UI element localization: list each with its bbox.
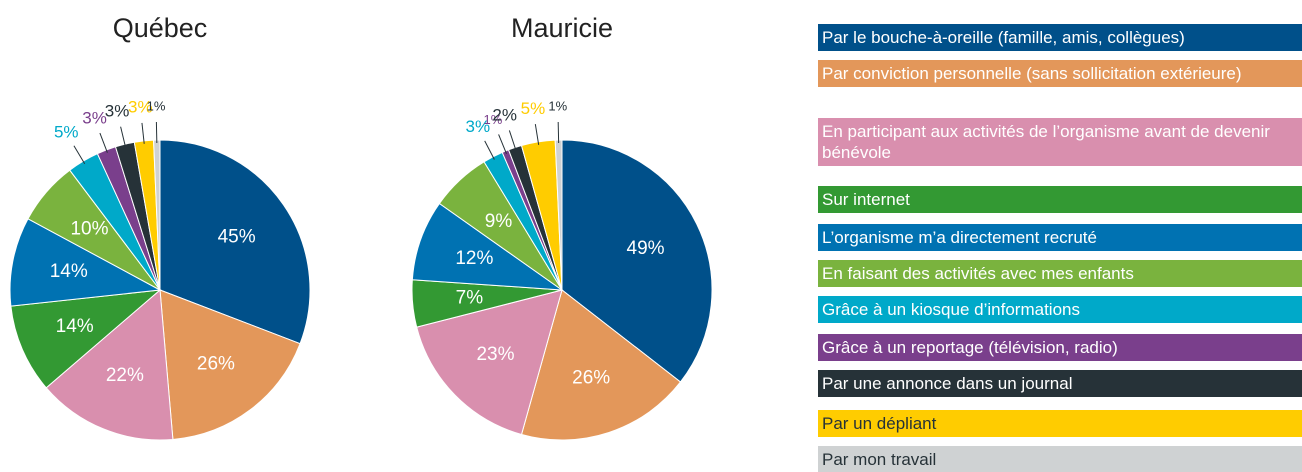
slice-label: 1% — [548, 98, 567, 113]
pie-title: Québec — [113, 13, 208, 43]
leader-line — [534, 124, 540, 145]
slice-label: 49% — [627, 238, 665, 259]
legend-entry: Par un dépliant — [818, 410, 1302, 437]
legend-entry: Par une annonce dans un journal — [818, 370, 1302, 397]
pie-title: Mauricie — [511, 13, 613, 43]
slice-label: 26% — [197, 353, 235, 374]
pie-slice — [561, 139, 713, 383]
slice-label: 2% — [492, 106, 517, 125]
slice-label: 1% — [147, 98, 166, 113]
slice-label: 14% — [56, 316, 94, 337]
pies: Québec45%26%22%14%14%10%5%3%3%3%1%Mauric… — [9, 13, 713, 441]
legend-entry: L’organisme m’a directement recruté — [818, 224, 1302, 251]
leader-line — [73, 145, 86, 165]
slice-label: 22% — [106, 365, 144, 386]
slice-label: 3% — [466, 117, 491, 136]
pie-slice — [416, 289, 563, 436]
slice-label: 45% — [218, 226, 256, 247]
slice-label: 3% — [128, 98, 153, 117]
pie-slice — [520, 289, 682, 441]
slice-label: 23% — [476, 344, 514, 365]
leader-line — [120, 126, 127, 148]
legend-entry: En participant aux activités de l’organi… — [818, 118, 1302, 166]
leader-line — [498, 134, 507, 155]
pie-slice — [411, 202, 564, 291]
slice-label: 12% — [455, 248, 493, 269]
slice-label: 3% — [105, 102, 130, 121]
legend-entry: Par le bouche-à-oreille (famille, amis, … — [818, 24, 1302, 51]
slice-label: 5% — [54, 122, 79, 141]
leader-line — [99, 132, 108, 153]
slice-label: 14% — [50, 261, 88, 282]
leader-line — [484, 140, 495, 160]
slice-label: 7% — [456, 287, 484, 308]
legend-entry: Sur internet — [818, 186, 1302, 213]
slice-label: 5% — [521, 99, 546, 118]
legend-entry: En faisant des activités avec mes enfant… — [818, 260, 1302, 287]
legend-entry: Grâce à un reportage (télévision, radio) — [818, 334, 1302, 361]
pie-slice — [45, 288, 174, 441]
leader-line — [508, 130, 517, 151]
legend-entry: Grâce à un kiosque d’informations — [818, 296, 1302, 323]
slice-label: 3% — [82, 109, 107, 128]
legend-entry: Par conviction personnelle (sans sollici… — [818, 60, 1302, 87]
pie-slice — [159, 139, 311, 345]
slice-label: 10% — [70, 218, 108, 239]
slice-label: 1% — [484, 112, 503, 127]
leader-line — [141, 122, 145, 144]
pie-slice — [159, 289, 301, 440]
pie-slice — [10, 289, 162, 389]
slice-label: 26% — [572, 367, 610, 388]
slice-label: 9% — [485, 211, 513, 232]
legend-entry: Par mon travail — [818, 446, 1302, 472]
pie-slice — [9, 218, 162, 307]
